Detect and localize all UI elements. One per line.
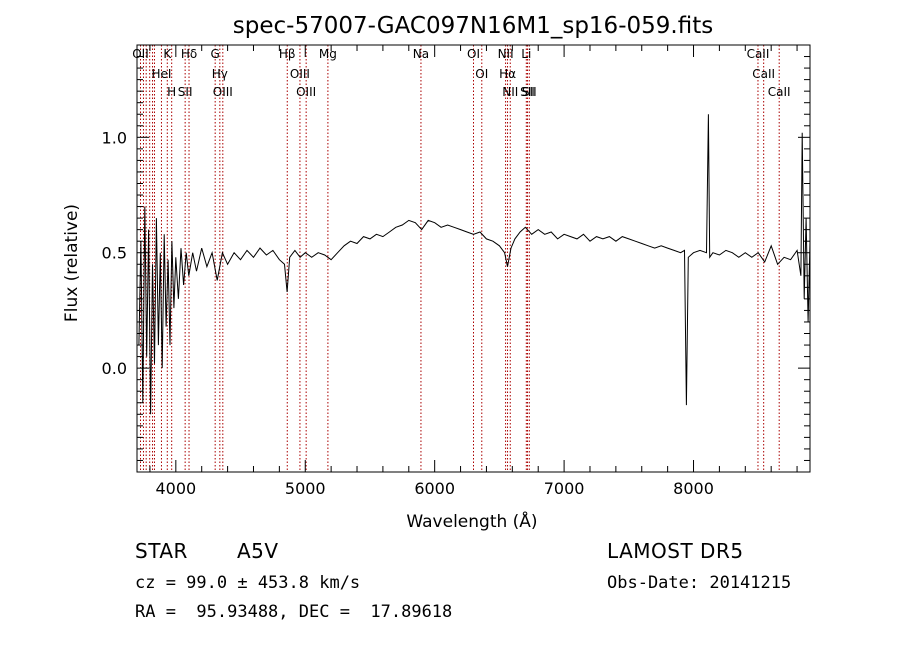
spectral-line-label: SII [522, 85, 537, 99]
x-axis-label: Wavelength (Å) [406, 510, 537, 532]
spectrum-line [138, 114, 811, 415]
spectral-line-label: OIII [290, 67, 310, 81]
spectral-line-label: H [167, 85, 176, 99]
y-tick-label: 0.5 [102, 244, 127, 263]
subclass: A5V [237, 539, 279, 563]
spectral-line-label: Hβ [279, 47, 296, 61]
obs-date: Obs-Date: 20141215 [607, 573, 792, 593]
spectral-line-label: Mg [319, 47, 337, 61]
spectral-line-label: NII [502, 85, 518, 99]
spectral-line-label: CaII [752, 67, 775, 81]
coordinates: RA = 95.93488, DEC = 17.89618 [135, 602, 453, 622]
spectral-line-label: Hα [499, 67, 516, 81]
survey-name: LAMOST DR5 [607, 539, 744, 563]
line-marker-layer [139, 45, 780, 472]
spectral-line-label: OIII [296, 85, 316, 99]
spectral-line-label: OII [132, 47, 149, 61]
spectral-line-label: OIII [213, 85, 233, 99]
y-axis-label: Flux (relative) [62, 204, 82, 322]
spectral-line-label: G [211, 47, 220, 61]
chart-title: spec-57007-GAC097N16M1_sp16-059.fits [233, 13, 713, 39]
spectral-line-label: NII [498, 47, 514, 61]
axis-ticks: 4000 5000 6000 7000 8000 0.0 0.5 1.0 [102, 44, 810, 498]
x-tick-label: 6000 [414, 479, 455, 498]
object-class: STAR [135, 539, 188, 563]
x-tick-label: 5000 [285, 479, 326, 498]
spectral-line-label: Hγ [212, 67, 228, 81]
spectral-line-label: OI [467, 47, 480, 61]
spectral-line-label: SII [178, 85, 193, 99]
spectral-line-label: Li [521, 47, 531, 61]
spectral-line-label: HeI [151, 67, 171, 81]
spectral-line-label: CaII [768, 85, 791, 99]
x-tick-label: 4000 [155, 479, 196, 498]
spectral-line-label: CaII [747, 47, 770, 61]
y-tick-label: 0.0 [102, 359, 127, 378]
spectral-line-label: K [163, 47, 172, 61]
y-tick-label: 1.0 [102, 128, 127, 147]
x-tick-label: 8000 [673, 479, 714, 498]
spectral-line-label: Hδ [181, 47, 197, 61]
velocity-readout: cz = 99.0 ± 453.8 km/s [135, 573, 361, 593]
plot-frame [136, 44, 811, 473]
spectral-line-label: Na [413, 47, 429, 61]
spectral-line-label: SII [520, 85, 535, 99]
spectral-line-label: OI [475, 67, 488, 81]
x-tick-label: 7000 [544, 479, 585, 498]
